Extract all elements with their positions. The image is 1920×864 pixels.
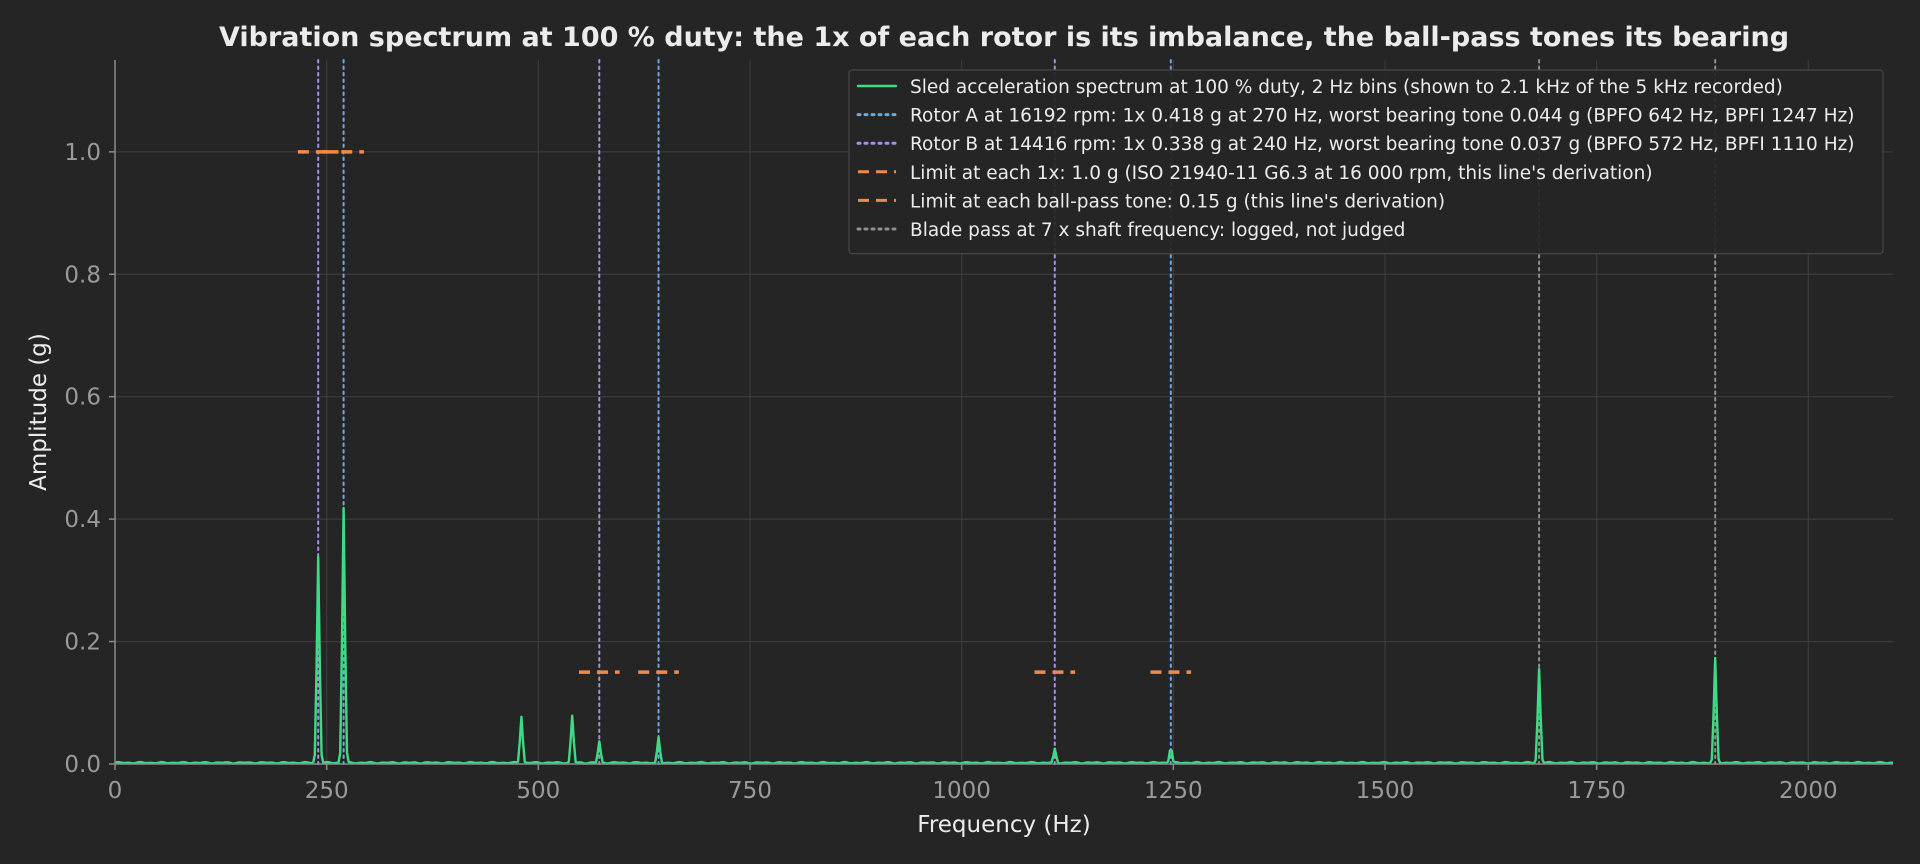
limit-segments	[297, 150, 1192, 674]
y-axis-label: Amplitude (g)	[26, 333, 52, 491]
legend-label: Blade pass at 7 x shaft frequency: logge…	[910, 220, 1405, 241]
legend-label: Limit at each 1x: 1.0 g (ISO 21940-11 G6…	[910, 163, 1653, 184]
x-tick-label: 1500	[1356, 778, 1415, 804]
legend-label: Sled acceleration spectrum at 100 % duty…	[910, 77, 1783, 98]
x-axis-label: Frequency (Hz)	[917, 812, 1090, 838]
legend-label: Rotor B at 14416 rpm: 1x 0.338 g at 240 …	[910, 134, 1855, 155]
x-tick-label: 0	[108, 778, 123, 804]
chart-title: Vibration spectrum at 100 % duty: the 1x…	[219, 22, 1789, 53]
legend: Sled acceleration spectrum at 100 % duty…	[848, 69, 1884, 255]
y-tick-label: 0.0	[64, 752, 101, 778]
y-tick-label: 0.4	[64, 507, 101, 533]
y-tick-label: 1.0	[64, 140, 101, 166]
y-tick-label: 0.6	[64, 385, 101, 411]
x-tick-label: 1250	[1144, 778, 1203, 804]
y-tick-label: 0.8	[64, 262, 101, 288]
x-tick-label: 750	[728, 778, 772, 804]
x-tick-label: 250	[305, 778, 349, 804]
legend-label: Limit at each ball-pass tone: 0.15 g (th…	[910, 191, 1445, 212]
x-tick-label: 2000	[1779, 778, 1838, 804]
x-tick-label: 500	[516, 778, 560, 804]
x-tick-label: 1000	[932, 778, 991, 804]
tick-labels: 0 250 500 750 1000 1250 1500 1750 2000 0.0 0.2 0.4 0…	[64, 140, 1837, 804]
legend-label: Rotor A at 16192 rpm: 1x 0.418 g at 270 …	[910, 106, 1855, 127]
legend-box	[848, 69, 1884, 255]
x-tick-label: 1750	[1567, 778, 1626, 804]
y-tick-label: 0.2	[64, 630, 101, 656]
